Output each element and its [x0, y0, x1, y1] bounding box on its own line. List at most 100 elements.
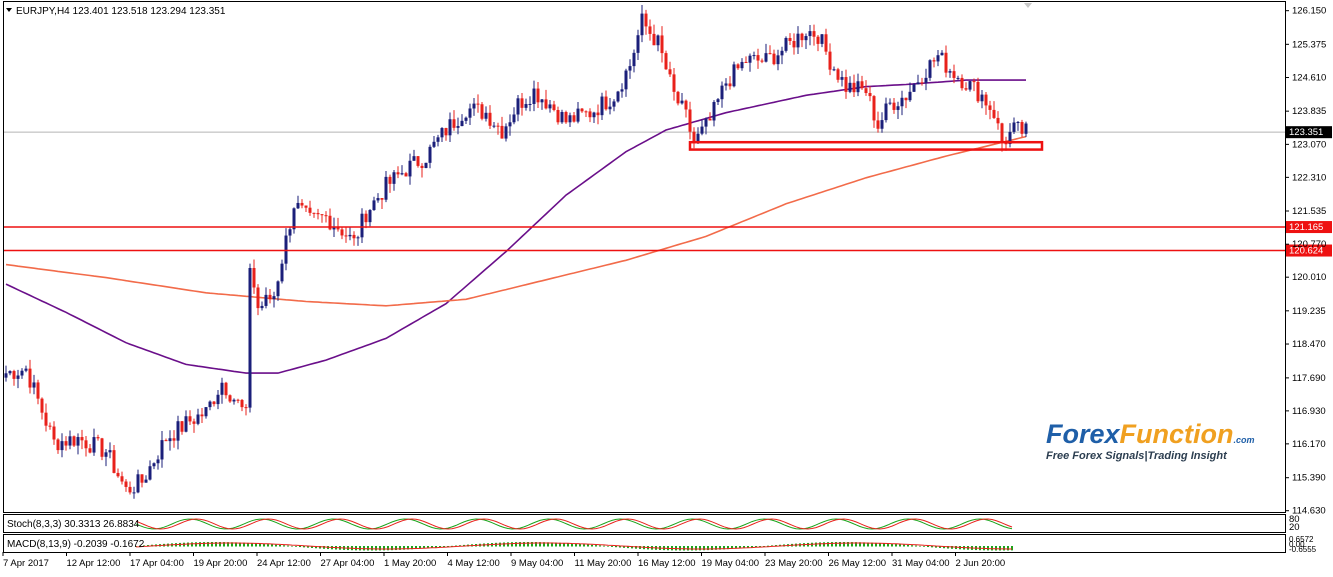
- macd-histogram-bar: [735, 546, 737, 549]
- candle-body: [344, 235, 348, 237]
- candle-body: [880, 120, 884, 129]
- macd-histogram-bar: [299, 546, 301, 548]
- macd-histogram-bar: [815, 542, 817, 547]
- candle-body: [292, 208, 296, 230]
- macd-histogram-bar: [559, 542, 561, 547]
- candle-body: [736, 64, 740, 69]
- candle-body: [464, 117, 468, 121]
- triangle-down-icon[interactable]: [6, 8, 12, 12]
- candle-body: [136, 474, 140, 493]
- macd-histogram-bar: [947, 546, 949, 549]
- x-tick-label: 19 Apr 20:00: [194, 558, 248, 569]
- macd-histogram-bar: [883, 543, 885, 547]
- candle-body: [396, 172, 400, 175]
- macd-histogram-bar: [227, 542, 229, 547]
- macd-histogram-bar: [623, 546, 625, 548]
- candle-body: [832, 69, 836, 71]
- candle-body: [676, 91, 680, 104]
- candle-body: [328, 215, 332, 230]
- candle-body: [720, 85, 724, 100]
- candle-body: [792, 40, 796, 48]
- horizontal-levels[interactable]: 121.165 120.624: [4, 221, 1332, 257]
- macd-histogram-bar: [819, 542, 821, 547]
- candle-body: [856, 81, 860, 93]
- moving-average-line-1: [5, 79, 1026, 374]
- candle-body: [148, 466, 152, 480]
- candle-body: [488, 112, 492, 126]
- candle-body: [644, 13, 648, 27]
- macd-histogram-bar: [535, 542, 537, 547]
- candle-body: [916, 82, 920, 85]
- support-zone-rect[interactable]: [688, 140, 1044, 151]
- candle-body: [376, 198, 380, 201]
- x-tick-label: 7 Apr 2017: [3, 558, 49, 569]
- candle-body: [40, 398, 44, 413]
- macd-histogram-bar: [443, 546, 445, 547]
- candle-body: [772, 53, 776, 65]
- candle-body: [928, 60, 932, 78]
- macd-histogram-bar: [575, 543, 577, 547]
- macd-histogram-bar: [1011, 546, 1013, 551]
- candle-body: [960, 77, 964, 89]
- candle-body: [944, 52, 948, 73]
- macd-histogram-bar: [595, 545, 597, 547]
- macd-histogram-bar: [683, 546, 685, 551]
- candle-body: [596, 112, 600, 116]
- candle-body: [152, 463, 156, 467]
- macd-histogram-bar: [187, 542, 189, 547]
- y-tick-label: 126.150: [1292, 6, 1326, 17]
- candle-body: [520, 98, 524, 108]
- macd-histogram-bar: [523, 542, 525, 547]
- candle-body: [996, 117, 1000, 124]
- candle-body: [404, 173, 408, 177]
- candle-body: [232, 399, 236, 402]
- candle-body: [408, 160, 412, 177]
- candle-body: [12, 371, 16, 379]
- candle-body: [180, 421, 184, 432]
- candle-body: [780, 50, 784, 56]
- macd-histogram-bar: [839, 542, 841, 547]
- candle-body: [416, 156, 420, 166]
- macd-histogram-bar: [863, 542, 865, 547]
- candle-body: [388, 176, 392, 184]
- candle-body: [872, 96, 876, 121]
- candle-body: [1024, 123, 1028, 134]
- macd-histogram-bar: [319, 546, 321, 549]
- candle-body: [272, 296, 276, 300]
- candle-body: [316, 213, 320, 215]
- candle-body: [820, 34, 824, 44]
- candle-body: [920, 82, 924, 84]
- macd-histogram-bar: [731, 546, 733, 549]
- macd-histogram-bar: [599, 545, 601, 547]
- macd-histogram-bar: [231, 542, 233, 547]
- macd-histogram-bar: [303, 546, 305, 548]
- support-zone[interactable]: [688, 140, 1044, 151]
- candle-body: [124, 481, 128, 487]
- candle-body: [804, 36, 808, 41]
- candle-body: [368, 210, 372, 223]
- macd-label: MACD(8,13,9) -0.2039 -0.1672: [7, 539, 145, 550]
- candle-body: [556, 110, 560, 123]
- candle-body: [840, 77, 844, 80]
- candle-body: [572, 115, 576, 122]
- candle-body: [220, 382, 224, 395]
- candle-body: [956, 77, 960, 79]
- macd-histogram-bar: [259, 543, 261, 547]
- x-tick-label: 2 Jun 20:00: [956, 558, 1006, 569]
- candle-body: [84, 440, 88, 449]
- stoch-level-label: 80: [1289, 514, 1300, 525]
- candle-body: [660, 35, 664, 54]
- macd-histogram-bar: [239, 542, 241, 547]
- candle-body: [44, 412, 48, 426]
- candle-body: [168, 438, 172, 442]
- candle-body: [1012, 122, 1016, 132]
- candle-body: [564, 112, 568, 123]
- y-tick-label: 120.010: [1292, 272, 1326, 283]
- macd-histogram-bar: [587, 544, 589, 547]
- candle-body: [948, 71, 952, 73]
- candle-body: [760, 60, 764, 62]
- candle-body: [724, 83, 728, 86]
- macd-histogram-bar: [451, 545, 453, 547]
- candle-body: [468, 108, 472, 118]
- candle-body: [764, 53, 768, 62]
